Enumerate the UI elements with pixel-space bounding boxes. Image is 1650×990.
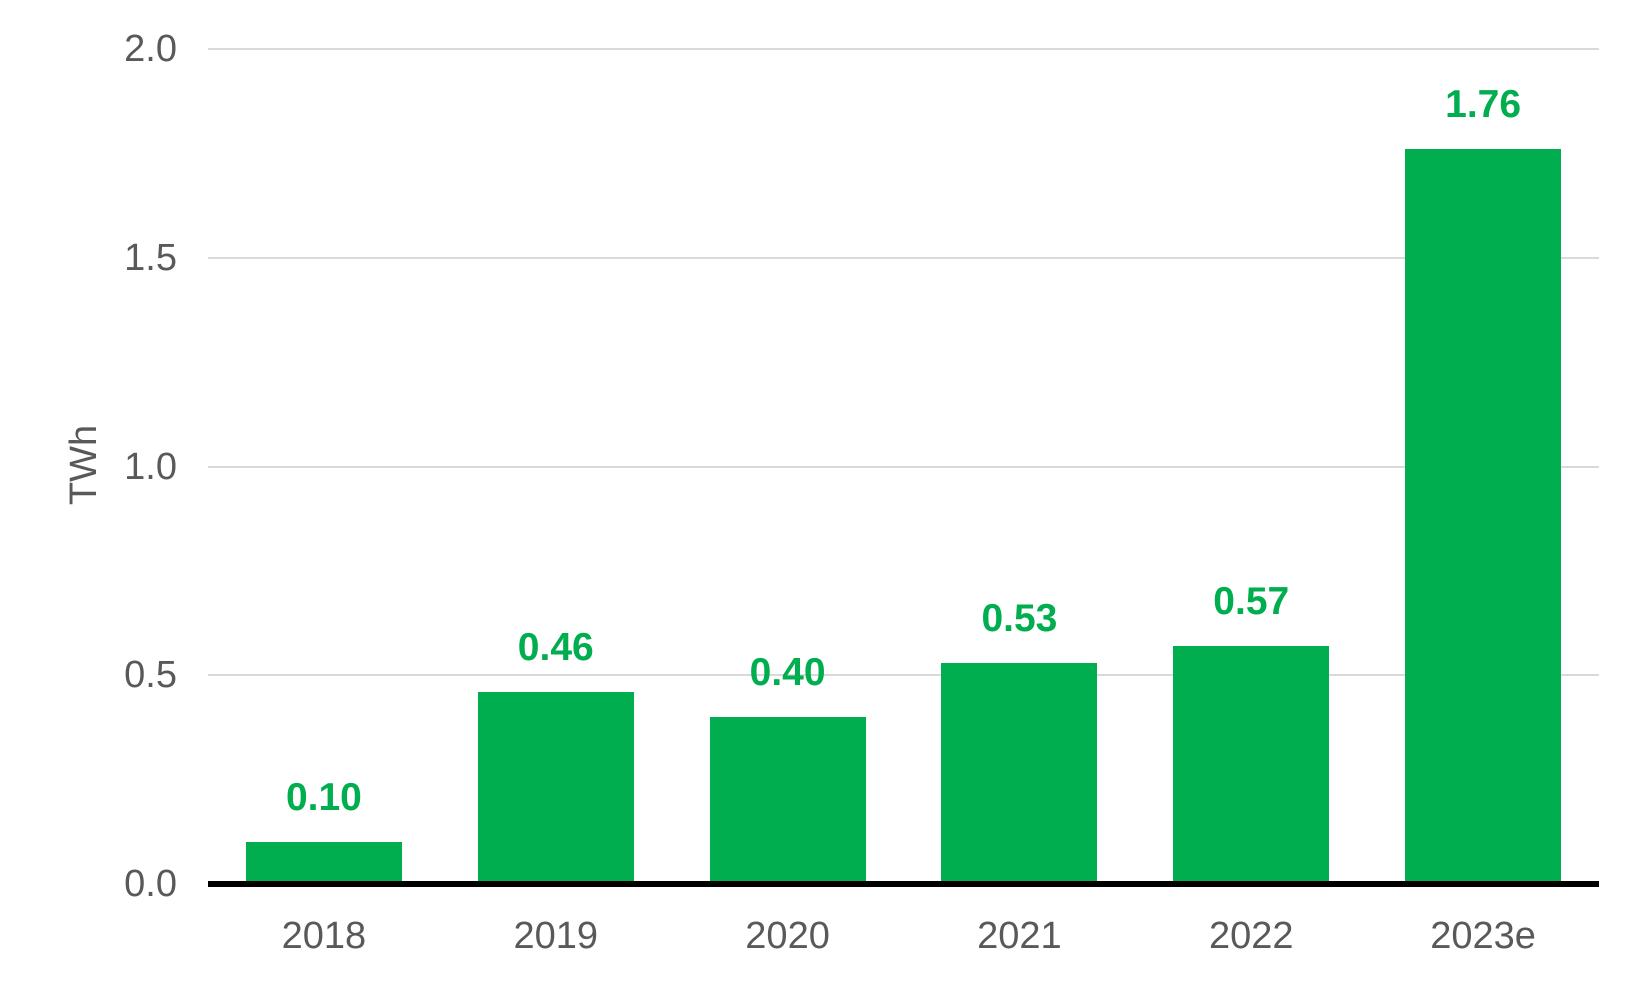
- x-axis-line: [208, 881, 1599, 887]
- x-axis-tick-label: 2018: [281, 915, 367, 957]
- y-axis-tick-label: 0.0: [124, 863, 177, 905]
- bar-value-label: 0.57: [1213, 580, 1290, 624]
- bar-2018: [245, 842, 402, 884]
- bar-2020: [709, 717, 866, 884]
- bar-2021: [941, 662, 1098, 884]
- bar-2019: [477, 691, 634, 884]
- bar-value-label: 0.40: [749, 651, 826, 694]
- x-axis-tick-label: 2022: [1208, 915, 1294, 957]
- gridline: [208, 256, 1599, 259]
- x-axis-tick-label: 2023e: [1430, 915, 1536, 957]
- bar-value-label: 0.46: [517, 625, 594, 669]
- y-axis-tick-label: 1.0: [124, 445, 177, 488]
- bar-value-label: 0.10: [285, 776, 362, 820]
- x-axis-tick-label: 2020: [745, 915, 830, 957]
- bar-value-label: 0.53: [981, 596, 1058, 640]
- bar-value-label: 1.76: [1445, 83, 1522, 127]
- y-axis-tick-label: 0.5: [124, 654, 177, 697]
- y-axis-tick-label: 1.5: [124, 236, 177, 279]
- x-axis-tick-label: 2019: [513, 915, 599, 957]
- x-axis-tick-label: 2021: [977, 915, 1062, 957]
- gridline: [208, 48, 1599, 50]
- bar-2022: [1173, 646, 1330, 884]
- bar-2023e: [1405, 149, 1562, 884]
- gridline: [208, 465, 1599, 468]
- y-axis-tick-label: 2.0: [124, 28, 177, 70]
- gridline: [208, 674, 1599, 677]
